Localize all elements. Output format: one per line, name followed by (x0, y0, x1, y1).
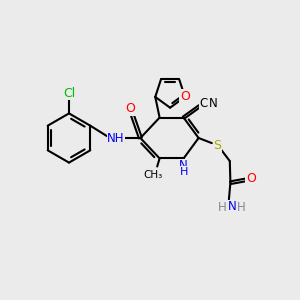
Text: C: C (200, 97, 208, 110)
Text: O: O (246, 172, 256, 185)
Text: H: H (237, 201, 246, 214)
Text: H: H (179, 167, 188, 177)
Text: CH₃: CH₃ (143, 170, 162, 180)
Text: H: H (218, 201, 227, 214)
Text: S: S (213, 139, 221, 152)
Text: O: O (180, 90, 190, 103)
Text: N: N (209, 97, 218, 110)
Text: N: N (179, 159, 188, 172)
Text: N: N (227, 200, 236, 213)
Text: Cl: Cl (63, 87, 75, 100)
Text: O: O (126, 102, 135, 115)
Text: NH: NH (107, 131, 125, 145)
